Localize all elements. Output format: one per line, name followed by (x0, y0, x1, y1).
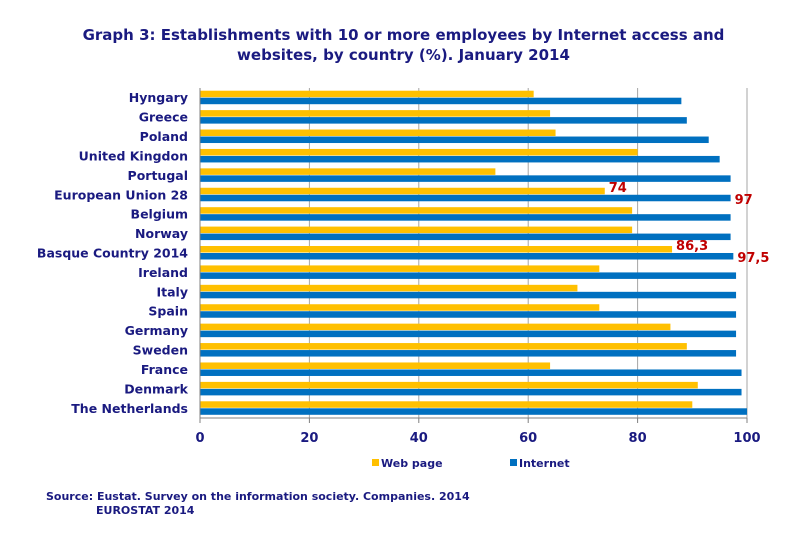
source-note: Source: Eustat. Survey on the informatio… (46, 490, 470, 518)
bar-web-page (200, 284, 578, 292)
category-label: Germany (125, 323, 188, 338)
bar-internet (200, 214, 731, 221)
x-tick-label: 20 (300, 431, 318, 446)
bar-web-page (200, 401, 693, 408)
category-label: Poland (140, 129, 188, 144)
category-label: Norway (135, 226, 188, 241)
category-label: Basque Country 2014 (37, 246, 188, 261)
bar-internet (200, 388, 742, 396)
bar-internet (200, 194, 731, 202)
x-tick-label: 60 (519, 431, 537, 446)
bar-internet (200, 330, 737, 338)
bar-web-page (200, 304, 600, 311)
category-label: United Kingdon (79, 148, 188, 163)
data-label: 97 (735, 193, 753, 208)
bar-web-page (200, 265, 600, 272)
bar-internet (200, 117, 687, 124)
category-label: Denmark (124, 381, 188, 396)
bar-web-page (200, 246, 673, 253)
category-label: Sweden (133, 343, 188, 358)
category-label: Spain (148, 304, 188, 319)
x-tick-label: 100 (733, 431, 760, 446)
bar-internet (200, 233, 731, 241)
bar-web-page (200, 343, 687, 350)
bar-internet (200, 408, 747, 415)
category-label: Portugal (128, 168, 188, 183)
source-line-1: Source: Eustat. Survey on the informatio… (46, 490, 470, 503)
legend-swatch (510, 459, 517, 466)
legend-label: Web page (381, 457, 443, 470)
bar-web-page (200, 168, 496, 175)
category-label: Italy (157, 284, 189, 299)
data-label: 97,5 (737, 251, 769, 266)
bar-internet (200, 253, 734, 260)
bar-internet (200, 369, 742, 376)
category-label: France (141, 362, 188, 377)
bar-web-page (200, 110, 551, 117)
source-line-2: EUROSTAT 2014 (96, 504, 195, 517)
bar-internet (200, 311, 737, 318)
category-label: Ireland (138, 265, 188, 280)
bar-internet (200, 291, 737, 299)
bar-web-page (200, 129, 556, 137)
bar-web-page (200, 381, 698, 389)
bar-web-page (200, 207, 633, 214)
category-label: European Union 28 (54, 187, 188, 202)
category-label: Hyngary (129, 90, 188, 105)
category-label: The Netherlands (71, 401, 188, 416)
bar-internet (200, 155, 720, 163)
legend-label: Internet (519, 457, 570, 470)
x-tick-label: 0 (195, 431, 204, 446)
category-label: Greece (139, 110, 188, 125)
x-tick-label: 80 (629, 431, 647, 446)
bar-internet (200, 97, 682, 105)
bar-web-page (200, 148, 638, 156)
chart-title: Graph 3: Establishments with 10 or more … (82, 26, 725, 64)
bar-internet (200, 350, 737, 357)
legend-swatch (372, 459, 379, 466)
data-label: 74 (609, 181, 627, 196)
bar-web-page (200, 187, 605, 195)
bar-web-page (200, 323, 671, 331)
x-tick-label: 40 (410, 431, 428, 446)
data-label: 86,3 (676, 239, 708, 254)
bar-web-page (200, 362, 551, 369)
bar-internet (200, 136, 709, 144)
bar-web-page (200, 90, 534, 98)
bar-internet (200, 175, 731, 182)
bar-internet (200, 272, 737, 279)
category-label: Belgium (131, 207, 188, 222)
bar-web-page (200, 226, 633, 234)
